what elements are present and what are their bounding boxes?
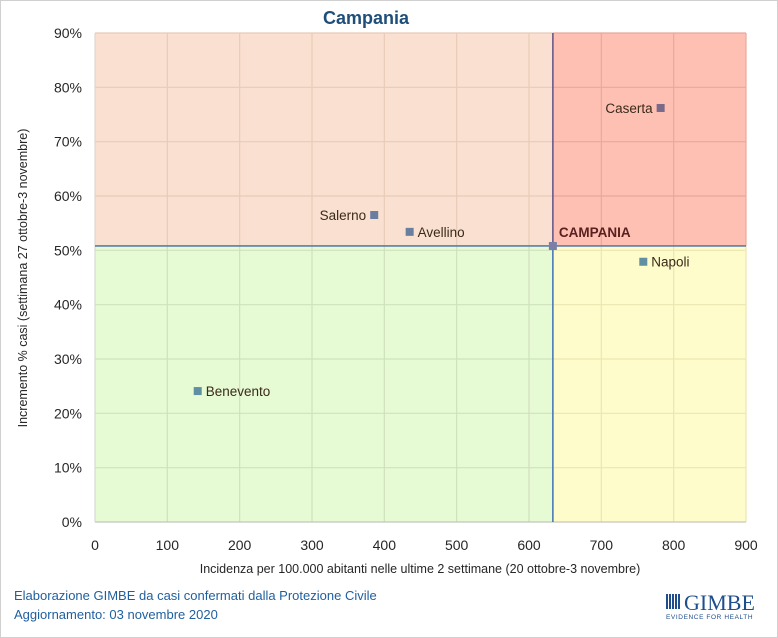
x-tick-label: 900 <box>734 537 758 553</box>
x-tick-label: 200 <box>228 537 252 553</box>
y-tick-label: 20% <box>54 405 82 421</box>
y-tick-label: 40% <box>54 297 82 313</box>
x-tick-label: 600 <box>517 537 541 553</box>
data-point-label: Avellino <box>418 225 465 240</box>
data-point-marker <box>370 211 379 220</box>
y-axis-label: Incremento % casi (settimana 27 ottobre-… <box>16 129 30 428</box>
reference-point-marker <box>548 241 557 250</box>
reference-point-label: CAMPANIA <box>559 225 631 240</box>
data-point-label: Benevento <box>206 384 271 399</box>
logo-grid-icon <box>666 594 681 609</box>
data-point-marker <box>639 257 648 266</box>
logo-name: GIMBE <box>684 590 755 615</box>
data-point-label: Napoli <box>651 255 689 270</box>
x-tick-label: 700 <box>590 537 614 553</box>
y-tick-label: 80% <box>54 79 82 95</box>
quadrant-top-right <box>552 33 746 246</box>
quadrants <box>95 33 746 522</box>
data-point-marker <box>656 103 665 112</box>
footer-update: Aggiornamento: 03 novembre 2020 <box>14 607 218 622</box>
y-tick-label: 70% <box>54 134 82 150</box>
y-tick-label: 10% <box>54 460 82 476</box>
x-tick-label: 100 <box>156 537 180 553</box>
y-tick-label: 90% <box>54 25 82 41</box>
data-point-marker <box>193 387 202 396</box>
gridlines <box>94 32 747 523</box>
y-axis-ticks: 0% 10% 20% 30% 40% 50% 60% 70% 80% 90% <box>54 25 82 530</box>
x-axis-ticks: 0 100 200 300 400 500 600 700 800 900 <box>91 537 758 553</box>
data-point-label: Salerno <box>320 208 367 223</box>
quadrant-top-left <box>95 33 553 246</box>
gimbe-logo: GIMBE EVIDENCE FOR HEALTH <box>666 590 755 624</box>
quadrant-bottom-left <box>95 245 553 522</box>
y-tick-label: 60% <box>54 188 82 204</box>
data-point-marker <box>405 227 414 236</box>
x-tick-label: 800 <box>662 537 686 553</box>
x-axis-label: Incidenza per 100.000 abitanti nelle ult… <box>200 562 641 576</box>
x-tick-label: 400 <box>373 537 397 553</box>
logo-tagline: EVIDENCE FOR HEALTH <box>666 614 754 621</box>
chart-title: Campania <box>323 8 410 28</box>
y-tick-label: 50% <box>54 242 82 258</box>
reference-lines <box>95 33 746 522</box>
footer-source: Elaborazione GIMBE da casi confermati da… <box>14 588 377 603</box>
x-tick-label: 0 <box>91 537 99 553</box>
x-tick-label: 300 <box>300 537 324 553</box>
y-tick-label: 30% <box>54 351 82 367</box>
x-tick-label: 500 <box>445 537 469 553</box>
y-tick-label: 0% <box>62 514 82 530</box>
data-point-label: Caserta <box>605 101 653 116</box>
data-points: Caserta Napoli Salerno Avellino Benevento CAM… <box>193 101 690 399</box>
quadrant-bottom-right <box>552 245 746 522</box>
